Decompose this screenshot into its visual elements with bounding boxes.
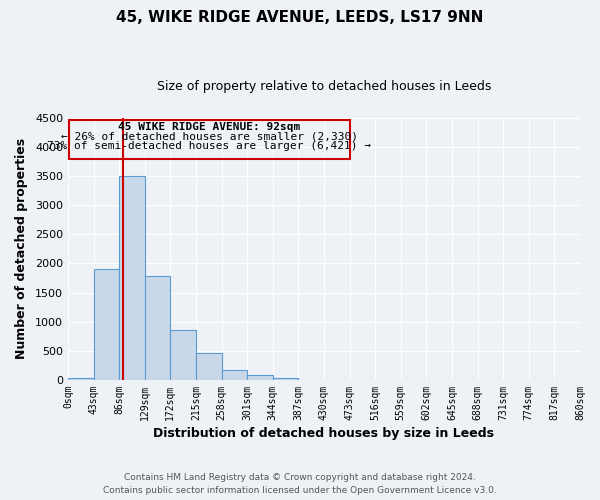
Y-axis label: Number of detached properties: Number of detached properties xyxy=(15,138,28,360)
Text: ← 26% of detached houses are smaller (2,330): ← 26% of detached houses are smaller (2,… xyxy=(61,132,358,141)
Bar xyxy=(119,176,145,380)
Bar xyxy=(145,276,170,380)
Bar xyxy=(273,378,298,380)
Text: 45, WIKE RIDGE AVENUE, LEEDS, LS17 9NN: 45, WIKE RIDGE AVENUE, LEEDS, LS17 9NN xyxy=(116,10,484,25)
Bar xyxy=(247,374,273,380)
X-axis label: Distribution of detached houses by size in Leeds: Distribution of detached houses by size … xyxy=(154,427,494,440)
Bar xyxy=(94,270,119,380)
Bar xyxy=(170,330,196,380)
Bar xyxy=(196,353,221,380)
Bar xyxy=(68,378,94,380)
Bar xyxy=(221,370,247,380)
Title: Size of property relative to detached houses in Leeds: Size of property relative to detached ho… xyxy=(157,80,491,93)
Text: 73% of semi-detached houses are larger (6,421) →: 73% of semi-detached houses are larger (… xyxy=(47,140,371,150)
Text: 45 WIKE RIDGE AVENUE: 92sqm: 45 WIKE RIDGE AVENUE: 92sqm xyxy=(118,122,301,132)
Text: Contains HM Land Registry data © Crown copyright and database right 2024.
Contai: Contains HM Land Registry data © Crown c… xyxy=(103,474,497,495)
